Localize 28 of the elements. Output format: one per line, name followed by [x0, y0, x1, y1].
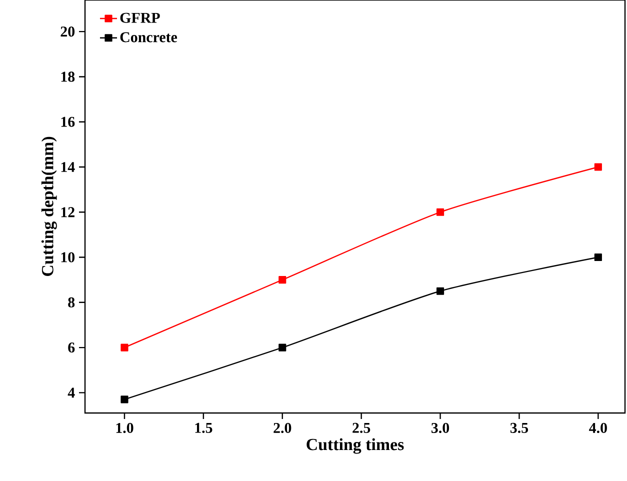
legend-label: Concrete [120, 32, 178, 42]
point [594, 253, 602, 262]
x-tick-label: 1.0 [116, 422, 134, 434]
point [436, 208, 444, 216]
y-tick-label: 4 [68, 388, 75, 398]
x-tick-label: 4.0 [589, 422, 607, 434]
y-tick-label: 12 [61, 207, 74, 218]
y-tick-label: 18 [61, 72, 75, 82]
point [278, 344, 286, 352]
point [436, 287, 444, 295]
y-tick-label: 8 [68, 297, 75, 308]
point [120, 344, 128, 352]
legend-label: GFRP [120, 12, 160, 23]
x-tick-label: 1.5 [195, 422, 212, 433]
y-axis-title: Cutting depth(mm) [41, 136, 57, 276]
x-tick-label: 3.5 [510, 422, 528, 434]
point [594, 163, 602, 171]
y-tick-label: 20 [60, 26, 75, 37]
point [120, 396, 128, 404]
x-axis-title: Cutting times [306, 438, 404, 454]
x-tick-label: 3.0 [431, 422, 450, 434]
x-tick-label: 2.5 [352, 422, 370, 434]
y-tick-label: 6 [68, 342, 75, 353]
x-tick-label: 2.0 [274, 422, 292, 434]
point [278, 276, 286, 284]
y-tick-label: 16 [61, 116, 75, 127]
y-tick-label: 14 [61, 162, 75, 172]
y-tick-label: 10 [61, 252, 75, 262]
